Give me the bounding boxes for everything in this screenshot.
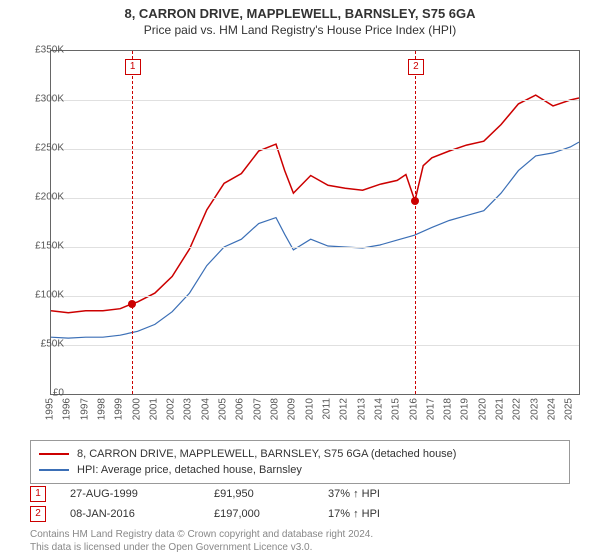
x-tick: 2016 [408, 398, 419, 420]
x-tick: 2018 [443, 398, 454, 420]
x-tick: 2007 [252, 398, 263, 420]
x-tick: 2015 [391, 398, 402, 420]
sale-row: 2 08-JAN-2016 £197,000 17% ↑ HPI [30, 506, 570, 522]
x-tick: 2011 [321, 398, 332, 420]
x-tick: 2021 [495, 398, 506, 420]
y-tick: £50K [24, 339, 64, 350]
gridline [51, 345, 579, 346]
sale-delta: 17% ↑ HPI [328, 508, 380, 520]
event-marker-line [132, 51, 133, 394]
gridline [51, 198, 579, 199]
x-tick: 2014 [373, 398, 384, 420]
y-tick: £100K [24, 290, 64, 301]
event-marker-badge: 2 [408, 59, 424, 75]
y-tick: £200K [24, 192, 64, 203]
legend: 8, CARRON DRIVE, MAPPLEWELL, BARNSLEY, S… [30, 440, 570, 484]
gridline [51, 247, 579, 248]
x-tick: 1997 [79, 398, 90, 420]
x-tick: 2002 [166, 398, 177, 420]
legend-label: HPI: Average price, detached house, Barn… [77, 464, 302, 476]
gridline [51, 296, 579, 297]
x-tick: 2005 [218, 398, 229, 420]
gridline [51, 149, 579, 150]
x-tick: 2008 [270, 398, 281, 420]
y-tick: £0 [24, 388, 64, 399]
sale-date: 08-JAN-2016 [70, 508, 190, 520]
x-tick: 2010 [304, 398, 315, 420]
footer-line: This data is licensed under the Open Gov… [30, 542, 373, 555]
y-tick: £300K [24, 94, 64, 105]
x-tick: 1999 [114, 398, 125, 420]
x-tick: 2017 [425, 398, 436, 420]
x-tick: 2001 [148, 398, 159, 420]
sale-date: 27-AUG-1999 [70, 488, 190, 500]
gridline [51, 100, 579, 101]
x-tick: 2025 [564, 398, 575, 420]
page-subtitle: Price paid vs. HM Land Registry's House … [0, 23, 600, 37]
legend-item: 8, CARRON DRIVE, MAPPLEWELL, BARNSLEY, S… [39, 446, 561, 462]
sale-dot [411, 197, 419, 205]
sale-delta: 37% ↑ HPI [328, 488, 380, 500]
x-tick: 2022 [512, 398, 523, 420]
event-marker-line [415, 51, 416, 394]
legend-swatch [39, 453, 69, 455]
x-tick: 1998 [96, 398, 107, 420]
sale-dot [128, 300, 136, 308]
x-tick: 2006 [235, 398, 246, 420]
footer-line: Contains HM Land Registry data © Crown c… [30, 529, 373, 542]
x-tick: 2003 [183, 398, 194, 420]
legend-item: HPI: Average price, detached house, Barn… [39, 462, 561, 478]
y-tick: £150K [24, 241, 64, 252]
series-line [51, 95, 579, 313]
x-tick: 1996 [62, 398, 73, 420]
x-tick: 2019 [460, 398, 471, 420]
x-tick: 2004 [200, 398, 211, 420]
x-tick: 1995 [45, 398, 56, 420]
footer: Contains HM Land Registry data © Crown c… [30, 529, 373, 554]
legend-swatch [39, 469, 69, 471]
chart: 12 [50, 50, 580, 395]
sale-marker-badge: 1 [30, 486, 46, 502]
event-marker-badge: 1 [125, 59, 141, 75]
page-title: 8, CARRON DRIVE, MAPPLEWELL, BARNSLEY, S… [0, 6, 600, 21]
sale-price: £197,000 [214, 508, 304, 520]
sale-marker-badge: 2 [30, 506, 46, 522]
series-line [51, 142, 579, 338]
x-tick: 2000 [131, 398, 142, 420]
legend-label: 8, CARRON DRIVE, MAPPLEWELL, BARNSLEY, S… [77, 448, 456, 460]
x-tick: 2020 [477, 398, 488, 420]
x-tick: 2013 [356, 398, 367, 420]
x-tick: 2023 [529, 398, 540, 420]
sale-price: £91,950 [214, 488, 304, 500]
x-tick: 2012 [339, 398, 350, 420]
y-tick: £350K [24, 45, 64, 56]
x-tick: 2024 [547, 398, 558, 420]
x-tick: 2009 [287, 398, 298, 420]
chart-svg [51, 51, 579, 394]
sale-row: 1 27-AUG-1999 £91,950 37% ↑ HPI [30, 486, 570, 502]
y-tick: £250K [24, 143, 64, 154]
